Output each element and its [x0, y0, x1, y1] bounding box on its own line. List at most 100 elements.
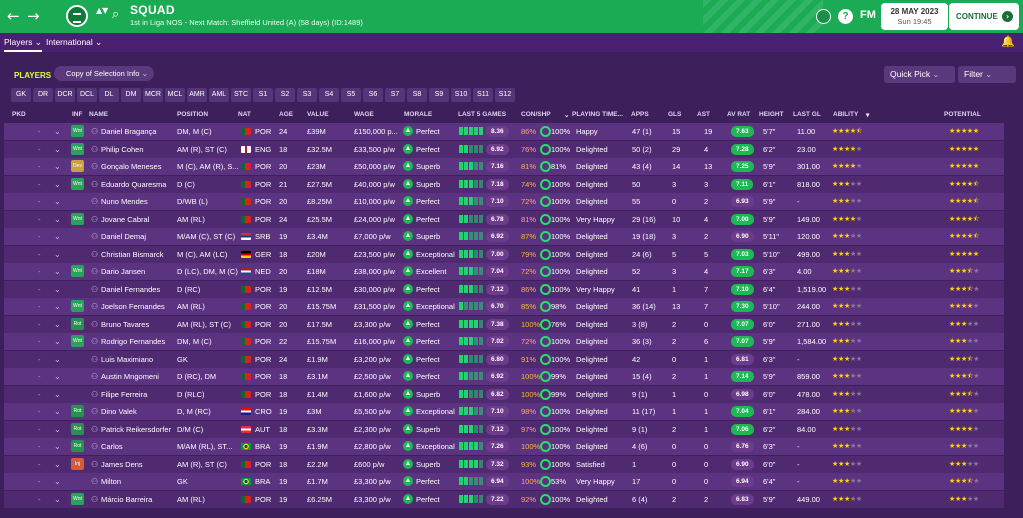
table-row[interactable]: - ⌄ Dev ⚇ Gonçalo Meneses M (C), AM (R), S...… [4, 158, 1004, 175]
continue-button[interactable]: CONTINUE › [949, 3, 1019, 30]
row-expand-chevron[interactable]: ⌄ [54, 232, 61, 241]
row-expand-chevron[interactable]: ⌄ [54, 459, 61, 469]
row-action-dots[interactable]: - [38, 337, 41, 346]
bell-icon[interactable]: 🔔 [1001, 35, 1015, 48]
quick-pick-dropdown[interactable]: Quick Pick ⌄ [884, 66, 955, 83]
player-name[interactable]: Gonçalo Meneses [101, 162, 162, 171]
player-name[interactable]: Christian Bismarck [101, 249, 164, 259]
row-expand-chevron[interactable]: ⌄ [54, 214, 61, 224]
row-action-dots[interactable]: - [38, 424, 41, 434]
position-button-mcl[interactable]: MCL [165, 88, 185, 102]
col-name[interactable]: NAME [89, 111, 109, 118]
row-action-dots[interactable]: - [38, 144, 41, 154]
col-height[interactable]: HEIGHT [759, 111, 784, 118]
table-row[interactable]: - ⌄ Wnt ⚇ Eduardo Quaresma D (C) POR 21 £27.5M £4… [4, 175, 1004, 193]
row-action-dots[interactable]: - [38, 214, 41, 224]
row-action-dots[interactable]: - [38, 319, 41, 329]
col-inf[interactable]: INF [72, 111, 83, 118]
row-expand-chevron[interactable]: ⌄ [54, 407, 61, 416]
row-action-dots[interactable]: - [38, 179, 41, 189]
position-button-s7[interactable]: S7 [385, 88, 405, 102]
row-action-dots[interactable]: - [38, 354, 41, 364]
position-button-aml[interactable]: AML [209, 88, 229, 102]
row-expand-chevron[interactable]: ⌄ [54, 197, 61, 206]
position-button-gk[interactable]: GK [11, 88, 31, 102]
col-ability[interactable]: ABILITY [833, 111, 859, 118]
position-button-s9[interactable]: S9 [429, 88, 449, 102]
col-gls[interactable]: GLS [668, 111, 682, 118]
table-row[interactable]: - ⌄ Wnt ⚇ Joelson Fernandes AM (RL) POR 20 £15.7… [4, 298, 1004, 315]
position-button-s1[interactable]: S1 [253, 88, 273, 102]
player-name[interactable]: Daniel Demaj [101, 232, 147, 241]
help-icon[interactable]: ? [838, 9, 853, 24]
position-button-s6[interactable]: S6 [363, 88, 383, 102]
col-value[interactable]: VALUE [307, 111, 329, 118]
date-box[interactable]: 28 MAY 2023 Sun 19:45 [881, 3, 948, 30]
tab-players[interactable]: Players ⌄ [4, 37, 42, 52]
view-selector-dropdown[interactable]: Copy of Selection Info ⌄ [54, 66, 154, 81]
row-action-dots[interactable]: - [38, 197, 41, 206]
row-action-dots[interactable]: - [38, 302, 41, 311]
table-row[interactable]: - ⌄ Inj ⚇ James Dens AM (R), ST (C) POR 18 £2.2M… [4, 455, 1004, 473]
row-action-dots[interactable]: - [38, 127, 41, 136]
row-action-dots[interactable]: - [38, 442, 41, 451]
player-name[interactable]: Rodrigo Fernandes [101, 337, 166, 346]
table-row[interactable]: - ⌄ Rot ⚇ Carlos M/AM (RL), ST... BRA 19 £1.9M £2… [4, 438, 1004, 455]
position-button-dr[interactable]: DR [33, 88, 53, 102]
row-action-dots[interactable]: - [38, 232, 41, 241]
up-down-nav-icon[interactable]: ▲▼ [96, 6, 109, 15]
row-expand-chevron[interactable]: ⌄ [54, 302, 61, 311]
row-expand-chevron[interactable]: ⌄ [54, 179, 61, 189]
col-potential[interactable]: POTENTIAL [944, 111, 981, 118]
col-last5[interactable]: LAST 5 GAMES [458, 111, 507, 118]
position-button-s5[interactable]: S5 [341, 88, 361, 102]
row-action-dots[interactable]: - [38, 372, 41, 381]
position-button-mcr[interactable]: MCR [143, 88, 163, 102]
row-action-dots[interactable]: - [38, 389, 41, 399]
row-expand-chevron[interactable]: ⌄ [54, 372, 61, 381]
col-ast[interactable]: AST [697, 111, 710, 118]
position-button-s3[interactable]: S3 [297, 88, 317, 102]
position-button-dm[interactable]: DM [121, 88, 141, 102]
col-age[interactable]: AGE [279, 111, 294, 118]
player-name[interactable]: Luis Maximiano [101, 354, 154, 364]
row-expand-chevron[interactable]: ⌄ [54, 319, 61, 329]
player-name[interactable]: Filipe Ferreira [101, 389, 148, 399]
position-button-dl[interactable]: DL [99, 88, 119, 102]
row-expand-chevron[interactable]: ⌄ [54, 442, 61, 451]
row-action-dots[interactable]: - [38, 267, 41, 276]
row-expand-chevron[interactable]: ⌄ [54, 337, 61, 346]
row-action-dots[interactable]: - [38, 249, 41, 259]
player-name[interactable]: Dario Jansen [101, 267, 146, 276]
position-button-s11[interactable]: S11 [473, 88, 493, 102]
player-name[interactable]: Eduardo Quaresma [101, 179, 167, 189]
row-action-dots[interactable]: - [38, 162, 41, 171]
table-row[interactable]: - ⌄ ⚇ Christian Bismarck M (C), AM (LC) GER 18… [4, 245, 1004, 263]
position-button-s2[interactable]: S2 [275, 88, 295, 102]
row-expand-chevron[interactable]: ⌄ [54, 494, 61, 504]
search-icon[interactable]: ⌕ [112, 7, 120, 22]
position-button-s8[interactable]: S8 [407, 88, 427, 102]
row-action-dots[interactable]: - [38, 284, 41, 294]
table-row[interactable]: - ⌄ ⚇ Luis Maximiano GK POR 24 £1.9M £3,200 p/w ▲… [4, 350, 1004, 368]
table-row[interactable]: - ⌄ Wnt ⚇ Márcio Barreira AM (RL) POR 19 £6.25M £… [4, 490, 1004, 508]
table-row[interactable]: - ⌄ Wnt ⚇ Rodrigo Fernandes DM, M (C) POR 22 £15… [4, 333, 1004, 350]
player-name[interactable]: Daniel Bragança [101, 127, 157, 136]
club-crest[interactable] [66, 5, 88, 27]
col-morale[interactable]: MORALE [404, 111, 433, 118]
player-name[interactable]: Joelson Fernandes [101, 302, 165, 311]
row-expand-chevron[interactable]: ⌄ [54, 267, 61, 276]
player-name[interactable]: Philip Cohen [101, 144, 144, 154]
position-button-dcl[interactable]: DCL [77, 88, 97, 102]
row-expand-chevron[interactable]: ⌄ [54, 354, 61, 364]
fm-logo[interactable]: FM [860, 9, 876, 21]
row-action-dots[interactable]: - [38, 407, 41, 416]
row-expand-chevron[interactable]: ⌄ [54, 424, 61, 434]
col-pkd[interactable]: PKD [12, 111, 26, 118]
player-name[interactable]: Patrick Reikersdorfer [101, 424, 172, 434]
player-name[interactable]: Daniel Fernandes [101, 284, 161, 294]
table-row[interactable]: - ⌄ Rot ⚇ Dino Valek D, M (RC) CRO 19 £3M £5,500 … [4, 403, 1004, 420]
player-name[interactable]: Austin Mngomeni [101, 372, 159, 381]
position-button-amr[interactable]: AMR [187, 88, 207, 102]
col-nat[interactable]: NAT [238, 111, 251, 118]
